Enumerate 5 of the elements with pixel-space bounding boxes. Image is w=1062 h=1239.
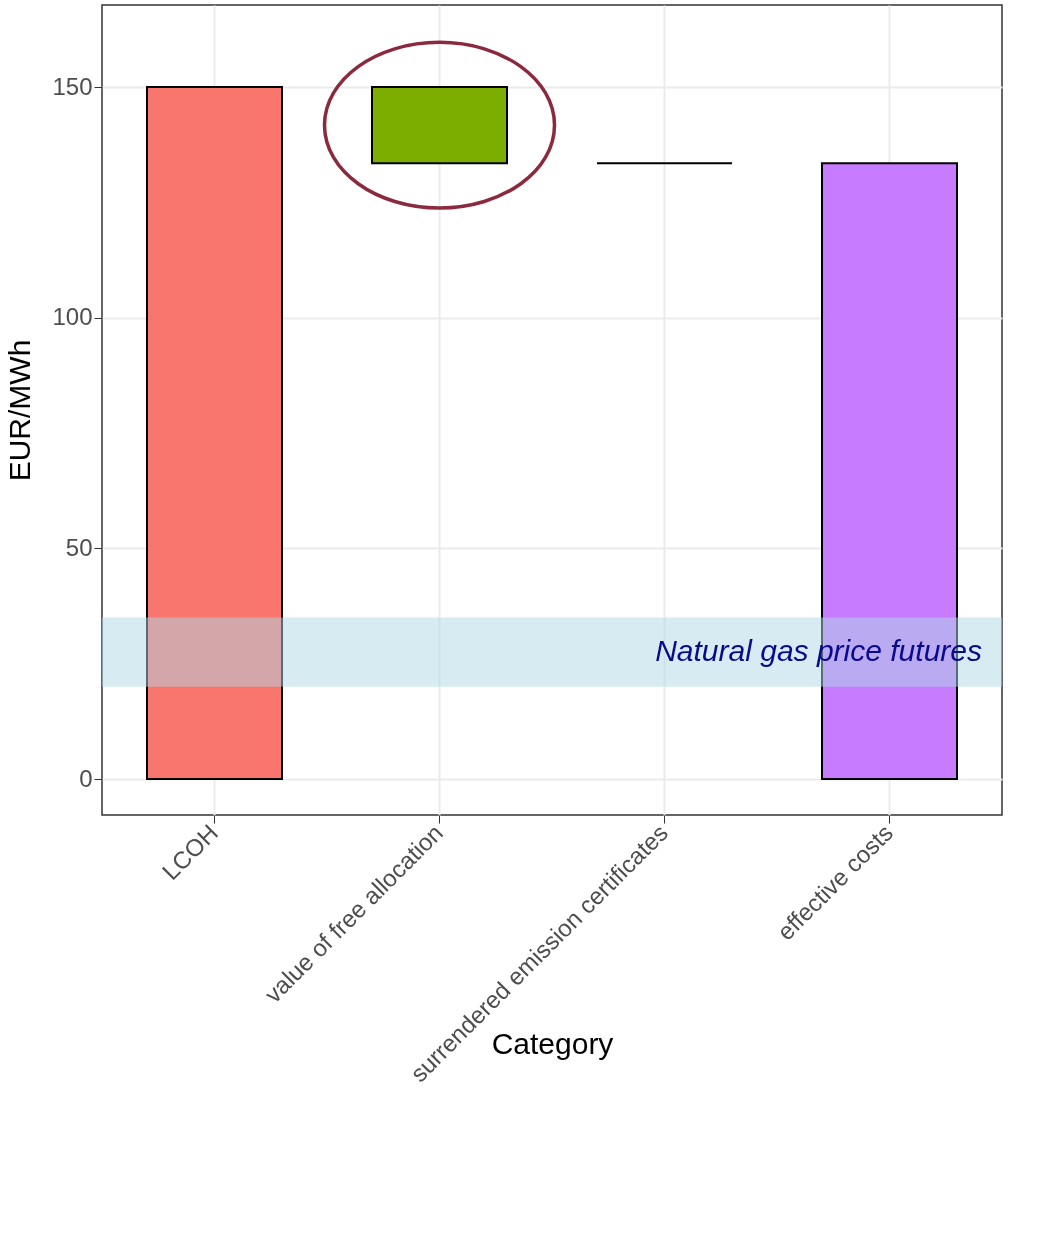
y-tick-label: 0 [79,764,93,792]
y-tick-label: 150 [52,72,93,100]
y-axis-title: EUR/MWh [3,339,37,482]
y-tick-label: 50 [65,533,93,561]
y-tick-label: 100 [52,303,93,331]
